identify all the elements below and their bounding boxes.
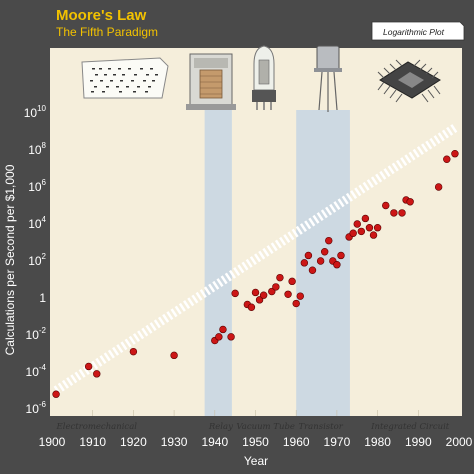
data-points xyxy=(52,150,459,398)
y-tick-label: 1 xyxy=(39,291,46,305)
data-point xyxy=(215,333,223,341)
data-point xyxy=(390,209,398,217)
data-point xyxy=(451,150,459,158)
y-tick-label: 10-2 xyxy=(26,326,47,342)
data-point xyxy=(300,259,309,267)
era-label: Transistor xyxy=(298,422,343,432)
data-point xyxy=(276,273,284,282)
y-tick-label: 108 xyxy=(28,141,46,157)
data-point xyxy=(292,299,300,308)
y-tick-label: 104 xyxy=(28,215,46,231)
y-tick-label: 102 xyxy=(28,252,46,268)
data-point xyxy=(247,303,256,311)
relay-icon xyxy=(186,53,236,110)
data-point xyxy=(304,251,313,260)
era-label: Electromechanical xyxy=(56,422,138,432)
data-point xyxy=(308,266,317,274)
y-tick-label: 106 xyxy=(28,178,46,194)
data-point xyxy=(320,248,329,256)
data-point xyxy=(284,290,292,298)
log-plot-label: Logarithmic Plot xyxy=(383,27,445,37)
log-plot-tag: Logarithmic Plot xyxy=(371,21,465,41)
highlight-band-0 xyxy=(204,110,232,416)
data-point xyxy=(337,251,345,260)
data-point xyxy=(349,229,357,237)
x-tick-label: 1970 xyxy=(324,435,351,449)
x-tick-label: 1930 xyxy=(161,435,188,449)
data-point xyxy=(219,325,227,334)
chart-title: Moore's Law xyxy=(56,7,147,24)
data-point xyxy=(353,220,361,228)
x-tick-label: 1910 xyxy=(79,435,106,449)
transistor-icon xyxy=(314,45,342,112)
data-point xyxy=(443,155,451,163)
data-point xyxy=(434,183,443,191)
x-tick-label: 1990 xyxy=(405,435,432,449)
x-tick-label: 1900 xyxy=(39,435,66,449)
chart-subtitle: The Fifth Paradigm xyxy=(56,25,158,39)
data-point xyxy=(316,257,325,265)
x-tick-label: 1950 xyxy=(242,435,269,449)
data-point xyxy=(251,288,260,297)
y-axis-label: Calculations per Second per $1,000 xyxy=(3,164,17,355)
data-point xyxy=(231,289,239,298)
data-point xyxy=(52,390,60,398)
data-point xyxy=(93,370,101,378)
x-tick-label: 2000 xyxy=(446,435,473,449)
x-tick-label: 1960 xyxy=(283,435,310,449)
y-tick-label: 1010 xyxy=(24,104,47,120)
x-axis-label: Year xyxy=(244,454,268,468)
era-label: Relay xyxy=(208,422,233,432)
data-point xyxy=(84,362,93,371)
data-point xyxy=(325,236,333,245)
data-point xyxy=(255,296,264,304)
y-tick-label: 10-6 xyxy=(26,400,47,416)
data-point xyxy=(373,224,382,232)
era-label: Integrated Circuit xyxy=(370,422,450,432)
plot-area xyxy=(50,48,462,416)
data-point xyxy=(227,333,235,341)
data-point xyxy=(398,209,406,217)
data-point xyxy=(288,277,296,286)
x-tick-label: 1940 xyxy=(201,435,228,449)
data-point xyxy=(369,231,378,239)
data-point xyxy=(357,227,366,236)
x-tick-label: 1980 xyxy=(364,435,391,449)
data-point xyxy=(361,214,370,223)
data-point xyxy=(296,292,304,300)
data-point xyxy=(333,261,341,269)
x-tick-label: 1920 xyxy=(120,435,147,449)
data-point xyxy=(170,351,178,360)
era-labels: Electromechanical Relay Vacuum Tube Transis… xyxy=(56,422,450,432)
y-tick-label: 10-4 xyxy=(26,363,47,379)
y-tick-labels: 10-6 10-4 10-2 1 102 104 106 108 1010 xyxy=(24,104,47,416)
era-label: Vacuum Tube xyxy=(236,422,295,432)
data-point xyxy=(406,198,414,206)
gridlines xyxy=(92,410,419,416)
vacuum-tube-icon xyxy=(252,45,276,110)
data-point xyxy=(259,291,268,299)
data-point xyxy=(268,287,276,296)
data-point xyxy=(129,347,138,356)
data-point xyxy=(272,283,280,291)
punch-card-icon xyxy=(81,57,169,99)
data-point xyxy=(382,201,390,210)
integrated-circuit-icon xyxy=(377,59,441,103)
data-point xyxy=(365,224,374,232)
x-tick-labels: 1900 1910 1920 1930 1940 1950 1960 1970 1980 1990… xyxy=(39,435,473,449)
